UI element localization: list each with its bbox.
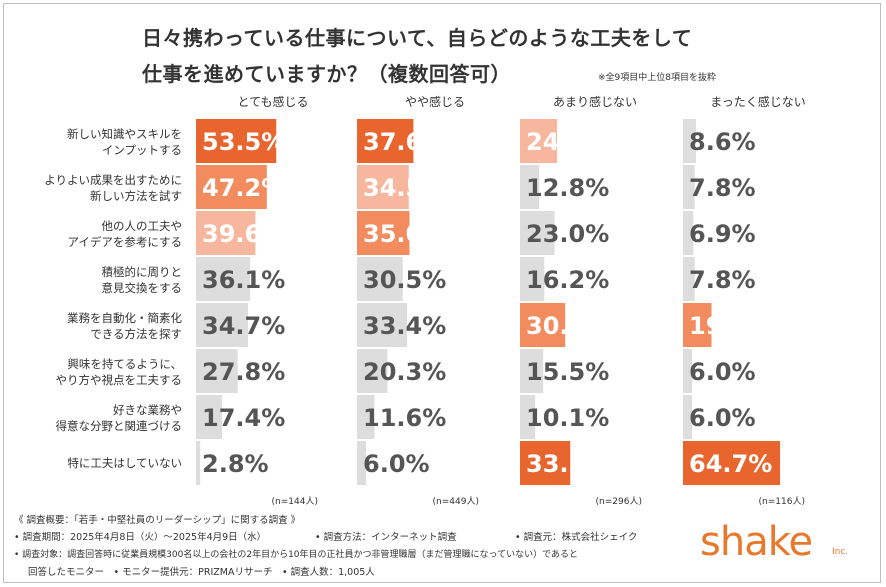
bar-3-3: [520, 211, 555, 255]
value-label-3-1: 24.7%: [526, 128, 609, 156]
value-label-3-7: 10.1%: [526, 404, 609, 432]
footer-period: • 調査期間：2025年4月8日（火）～2025年4月9日（水）: [14, 532, 267, 543]
footer-survey-title: 《 調査概要：「若手・中堅社員のリーダーシップ」に関する調査 》: [14, 515, 301, 526]
value-label-2-1: 37.6%: [363, 128, 446, 156]
bar-1-7: [196, 395, 223, 439]
bar-4-2: [683, 165, 695, 209]
bar-1-5: [196, 303, 249, 347]
bar-1-6: [196, 349, 238, 393]
value-label-1-7: 17.4%: [202, 404, 285, 432]
value-label-3-2: 12.8%: [526, 174, 609, 202]
value-label-4-7: 6.0%: [689, 404, 756, 432]
bar-3-8: [520, 441, 571, 485]
value-label-2-6: 20.3%: [363, 358, 446, 386]
bar-4-6: [683, 349, 692, 393]
value-label-2-5: 33.4%: [363, 312, 446, 340]
bar-4-7: [683, 395, 692, 439]
value-label-2-3: 35.0%: [363, 220, 446, 248]
row-label-7: 好きな業務や得意な分野と関連づける: [56, 403, 183, 433]
bar-4-3: [683, 211, 694, 255]
bar-2-3: [357, 211, 410, 255]
value-label-4-8: 64.7%: [689, 450, 772, 478]
n-label-3: (n=296人): [596, 496, 642, 507]
bar-3-5: [520, 303, 566, 347]
row-label-5: 業務を自動化・簡素化できる方法を探す: [67, 311, 182, 341]
chart-frame: [3, 3, 881, 583]
bar-2-5: [357, 303, 408, 347]
footer-source: • 調査元：株式会社シェイク: [515, 532, 638, 543]
bar-3-6: [520, 349, 544, 393]
n-label-2: (n=449人): [433, 496, 479, 507]
row-label-8: 特に工夫はしていない: [67, 456, 182, 470]
value-label-1-3: 39.6%: [202, 220, 285, 248]
value-label-3-3: 23.0%: [526, 220, 609, 248]
value-label-1-1: 53.5%: [202, 128, 285, 156]
value-label-2-4: 30.5%: [363, 266, 446, 294]
bar-1-4: [196, 257, 251, 301]
column-header-1: とても感じる: [237, 95, 309, 109]
bar-2-1: [357, 119, 414, 163]
row-label-4: 積極的に周りと意見交換をする: [102, 265, 183, 295]
value-label-1-8: 2.8%: [202, 450, 269, 478]
bar-4-4: [683, 257, 695, 301]
value-label-3-4: 16.2%: [526, 266, 609, 294]
chart-note: ※全9項目中上位8項目を抜粋: [598, 73, 716, 83]
bar-1-1: [196, 119, 277, 163]
row-label-3: 他の人の工夫やアイデアを参考にする: [67, 219, 182, 249]
column-header-3: あまり感じない: [552, 95, 637, 109]
value-label-2-7: 11.6%: [363, 404, 446, 432]
value-label-3-5: 30.1%: [526, 312, 609, 340]
footer-monitor: 回答したモニター • モニター提供元：PRIZMAリサーチ • 調査人数：1,0…: [28, 567, 375, 578]
value-label-4-5: 19.0%: [689, 312, 772, 340]
column-header-4: まったく感じない: [710, 95, 806, 109]
column-header-2: やや感じる: [404, 95, 465, 109]
bar-1-8: [196, 441, 201, 485]
footer-target: • 調査対象：調査回答時に従業員規模300名以上の会社の2年目から10年目の正社…: [14, 550, 578, 560]
value-label-1-4: 36.1%: [202, 266, 285, 294]
row-label-6: 興味を持てるように、やり方や視点を工夫する: [56, 357, 183, 387]
bar-1-3: [196, 211, 256, 255]
row-label-2: よりよい成果を出すために新しい方法を試す: [44, 173, 182, 203]
value-label-1-6: 27.8%: [202, 358, 285, 386]
chart-title-line-1: 日々携わっている仕事について、自らどのような工夫をして: [142, 26, 693, 50]
value-label-1-5: 34.7%: [202, 312, 285, 340]
value-label-2-8: 6.0%: [363, 450, 430, 478]
bar-4-5: [683, 303, 712, 347]
shake-logo-suffix: Inc.: [832, 547, 849, 557]
value-label-4-6: 6.0%: [689, 358, 756, 386]
bar-3-7: [520, 395, 536, 439]
value-label-3-6: 15.5%: [526, 358, 609, 386]
bar-2-8: [357, 441, 366, 485]
bar-2-6: [357, 349, 388, 393]
bar-2-7: [357, 395, 375, 439]
bar-3-2: [520, 165, 540, 209]
bar-2-2: [357, 165, 409, 209]
bar-2-4: [357, 257, 403, 301]
value-label-4-3: 6.9%: [689, 220, 756, 248]
value-label-3-8: 33.5%: [526, 450, 609, 478]
bar-4-8: [683, 441, 781, 485]
row-label-1: 新しい知識やスキルをインプットする: [67, 127, 182, 157]
shake-logo: shake: [700, 519, 813, 565]
bar-1-2: [196, 165, 267, 209]
bar-4-1: [683, 119, 696, 163]
bar-3-4: [520, 257, 545, 301]
value-label-4-2: 7.8%: [689, 174, 756, 202]
footer-method: • 調査方法：インターネット調査: [315, 532, 457, 543]
value-label-2-2: 34.5%: [363, 174, 446, 202]
value-label-1-2: 47.2%: [202, 174, 285, 202]
bar-3-1: [520, 119, 558, 163]
chart-title-line-2: 仕事を進めていますか？（複数回答可）: [142, 62, 511, 86]
n-label-1: (n=144人): [272, 496, 318, 507]
value-label-4-1: 8.6%: [689, 128, 756, 156]
n-label-4: (n=116人): [759, 496, 805, 507]
value-label-4-4: 7.8%: [689, 266, 756, 294]
